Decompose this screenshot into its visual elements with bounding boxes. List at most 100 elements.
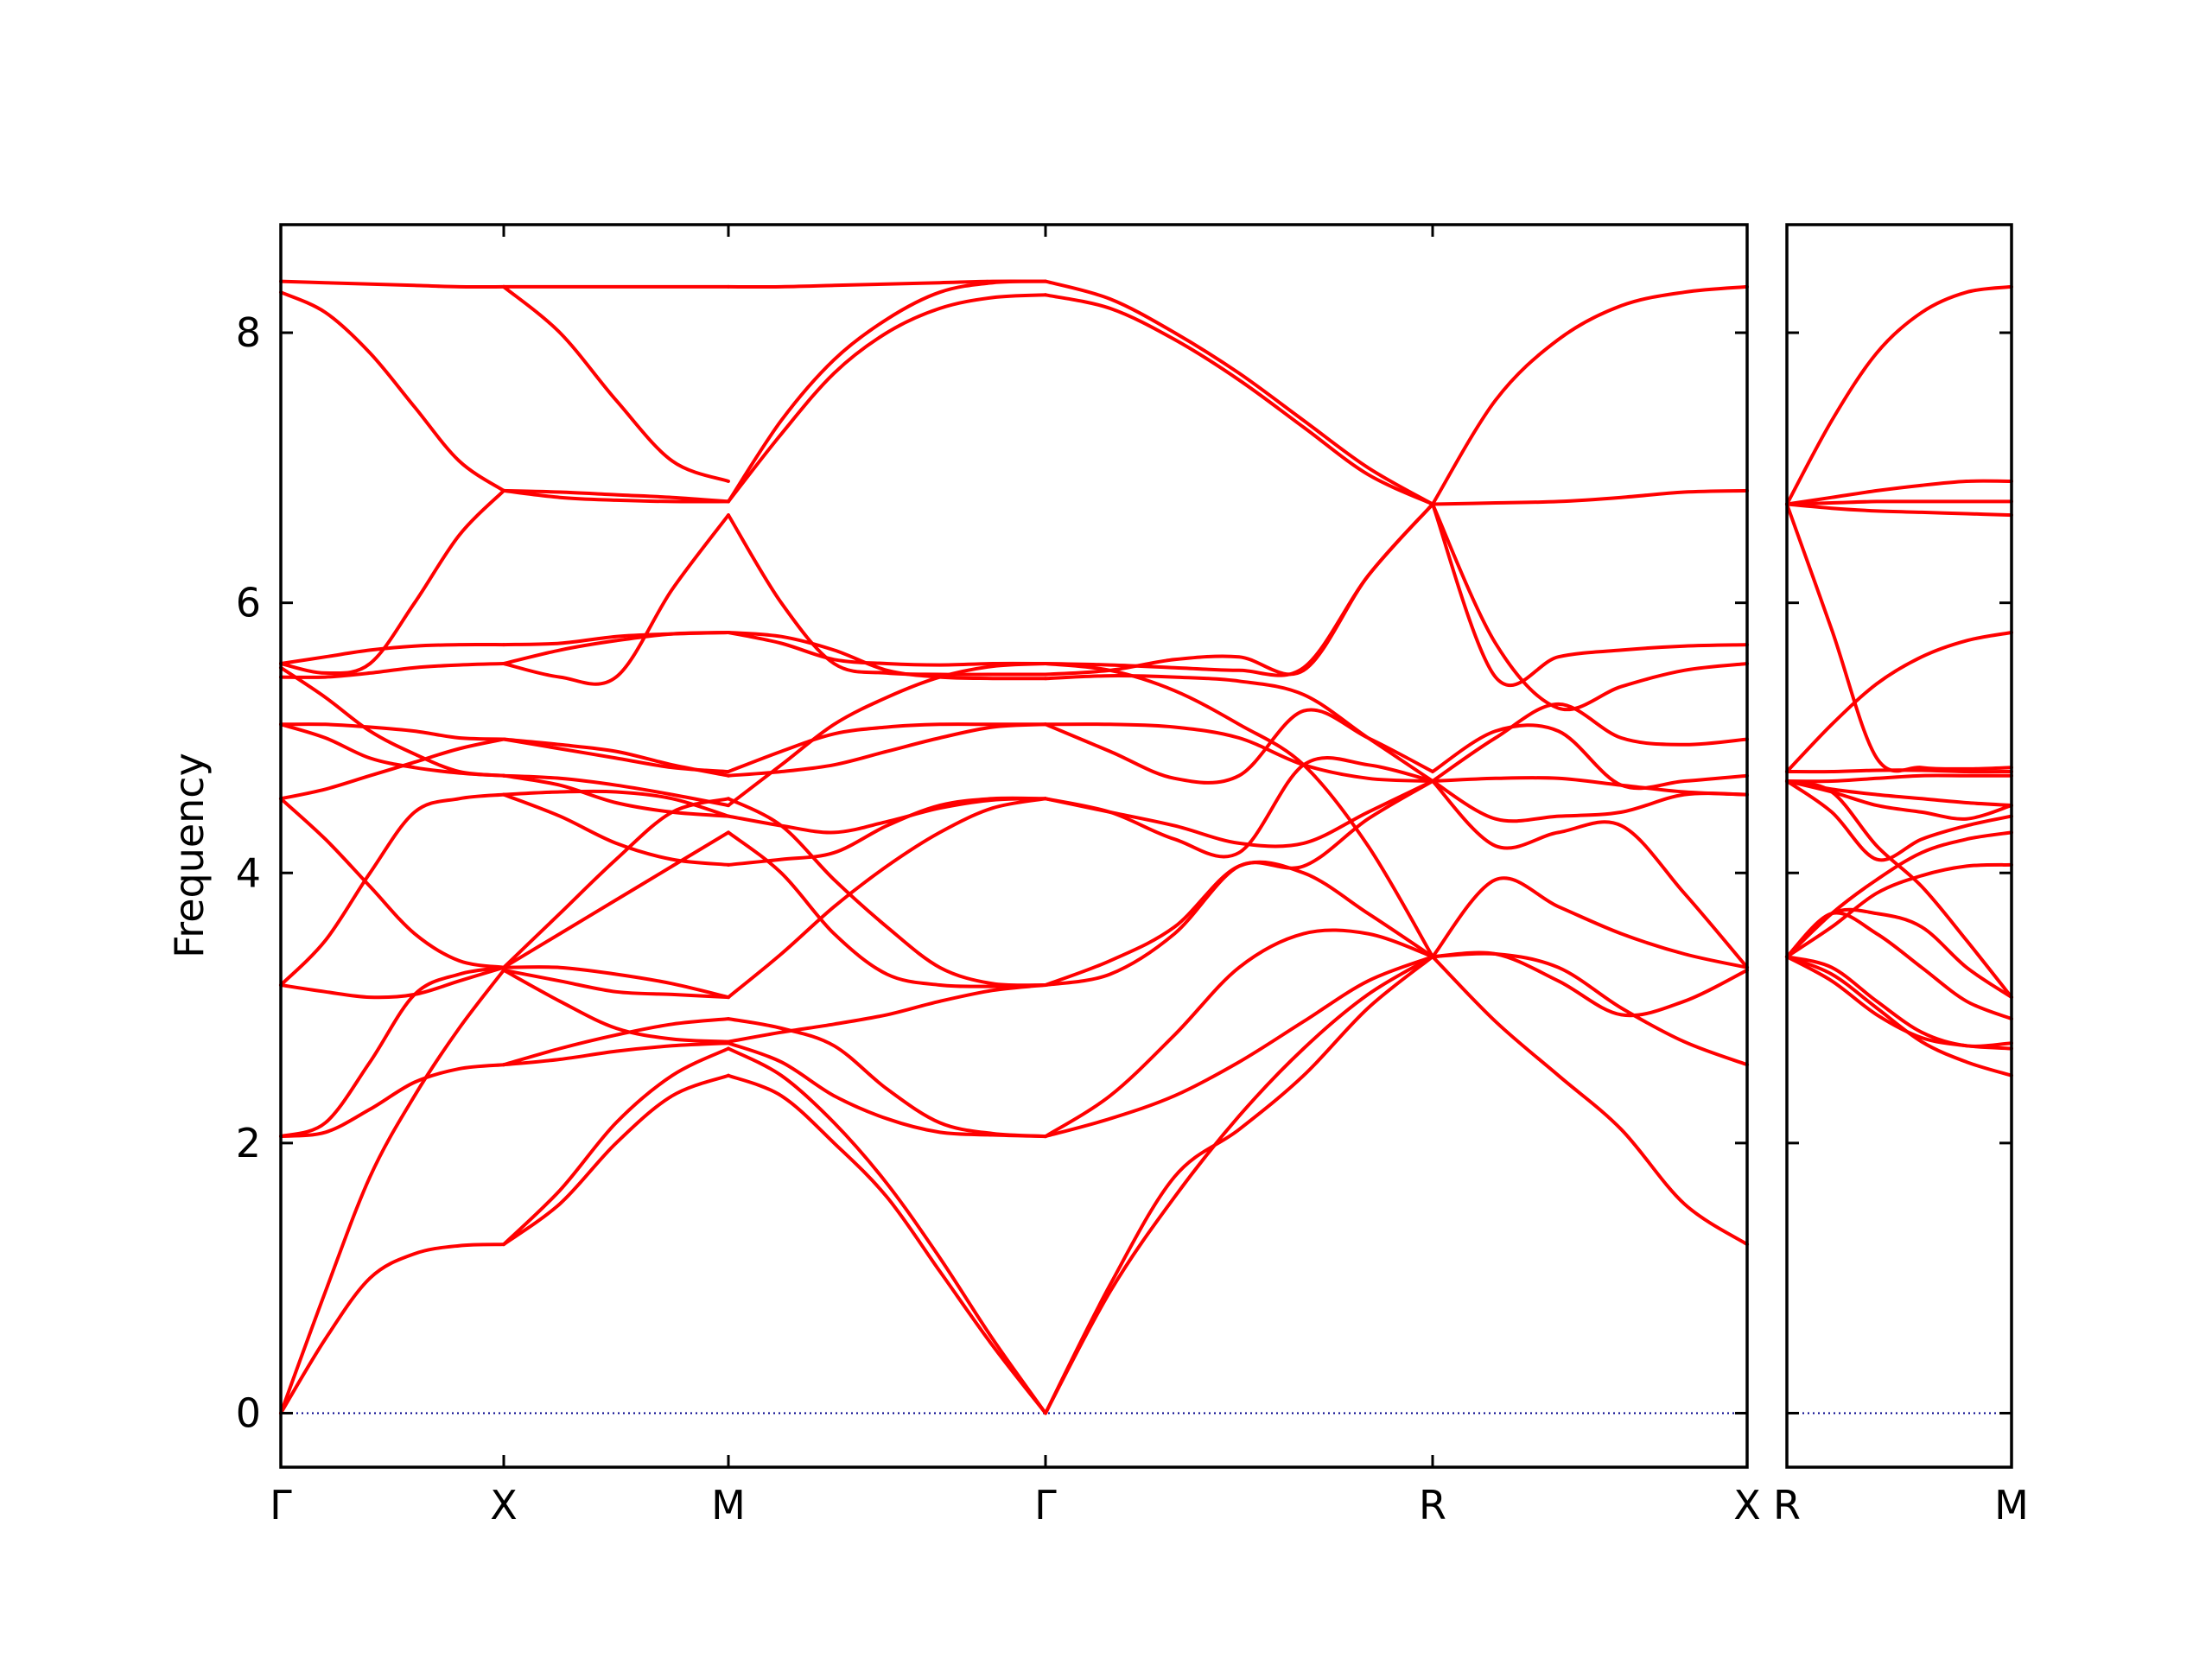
band-line-p1-s2-b4 [502,1017,730,1067]
band-line-p2-s1-b7 [1785,830,2013,959]
x-tick-label: X [1733,1482,1761,1529]
band-line-p1-s5-b8 [1431,723,1749,791]
band-line-p1-s2-b20 [502,488,730,504]
x-tick-label: X [490,1482,518,1529]
band-line-p1-s2-b7 [502,965,730,1000]
band-line-p2-s1-b1 [1785,955,2013,1077]
band-line-p1-s1-b3 [279,1063,505,1139]
band-line-p1-s3-b18 [727,293,1047,504]
band-line-p1-s3-b17 [727,279,1047,504]
band-line-p1-s2-b17 [502,631,730,647]
band-line-p1-s1-b5 [279,965,505,1000]
band-line-p1-s2-b11 [502,792,730,867]
band-line-p1-s4-b3 [1044,955,1434,1139]
band-line-p1-s5-b12 [1431,488,1749,506]
band-line-p1-s3-b1 [727,1073,1047,1415]
band-line-p1-s3-b16 [727,513,1047,677]
band-line-p1-s2-b2 [502,1046,730,1247]
band-line-p1-s3-b14 [727,631,1047,681]
band-line-p1-s3-b2 [727,1046,1047,1415]
x-tick-label: Γ [1034,1482,1057,1529]
band-line-p1-s5-b11 [1431,502,1749,687]
band-line-p2-s1-b16 [1785,502,2013,518]
band-line-p1-s3-b12 [727,722,1047,778]
band-line-p2-s1-b15 [1785,502,2013,773]
band-line-p1-s2-b18 [502,513,730,686]
band-line-p2-s1-b18 [1785,479,2013,506]
band-line-p1-s1-b4 [279,965,505,1139]
band-line-p1-s2-b15 [502,737,730,773]
band-line-p1-s1-b11 [279,662,505,679]
band-line-p1-s1-b6 [279,792,505,987]
band-line-p2-s1-b14 [1785,631,2013,773]
band-line-p1-s3-b13 [727,722,1047,773]
band-line-p1-s5-b9 [1431,702,1749,783]
band-line-p1-s2-b9 [502,797,730,969]
band-line-p1-s5-b1 [1431,955,1749,1247]
band-line-p1-s5-b5 [1431,779,1749,969]
band-line-p1-s1-b13 [279,642,505,665]
band-line-p1-s4-b4 [1044,928,1434,1139]
band-line-p1-s3-b7 [727,830,1047,988]
band-line-p1-s4-b14 [1044,502,1434,677]
band-line-p2-s1-b6 [1785,862,2013,959]
x-tick-label: M [711,1482,746,1529]
band-line-p1-s4-b15 [1044,279,1434,506]
band-line-p1-s3-b10 [727,797,1047,835]
band-line-p2-s1-b19 [1785,284,2013,506]
band-line-p1-s3-b15 [727,631,1047,667]
band-line-p1-s2-b3 [502,1041,730,1067]
panel-frame [279,223,1749,1469]
band-line-p1-s4-b6 [1044,779,1434,987]
band-line-p1-s2-b10 [502,789,730,818]
band-line-p1-s4-b10 [1044,722,1434,783]
x-tick-label: R [1419,1482,1446,1529]
band-line-p1-s2-b6 [502,968,730,1000]
band-line-p1-s4-b11 [1044,674,1434,783]
band-line-p1-s1-b7 [279,797,505,969]
band-line-p1-s3-b19 [727,279,1047,289]
y-tick-label: 4 [236,849,261,896]
band-line-p1-s1-b1 [279,1243,505,1415]
band-line-p1-s2-b12 [502,773,730,818]
band-line-p1-s1-b12 [279,665,505,778]
band-line-p1-s1-b2 [279,968,505,1415]
band-line-p2-s1-b9 [1785,779,2013,862]
x-tick-label: R [1773,1482,1801,1529]
band-line-p2-s1-b12 [1785,773,2013,784]
band-line-p1-s2-b1 [502,1073,730,1247]
band-line-p1-s2-b19 [502,488,730,504]
band-line-p2-s1-b3 [1785,955,2013,1048]
band-line-p2-s1-b10 [1785,779,2013,821]
band-line-p1-s5-b4 [1431,876,1749,969]
band-line-p2-s1-b4 [1785,911,2013,1021]
band-line-p1-s5-b2 [1431,951,1749,1067]
band-line-p1-s4-b16 [1044,293,1434,506]
band-line-p1-s4-b1 [1044,955,1434,1415]
x-tick-label: Γ [270,1482,292,1529]
band-line-p1-s2-b5 [502,968,730,1044]
y-axis-label: Frequency [166,753,213,958]
band-line-p1-s1-b16 [279,279,505,289]
band-line-p2-s1-b11 [1785,779,2013,808]
y-tick-label: 2 [236,1120,261,1166]
band-line-p1-s5-b7 [1431,776,1749,797]
band-line-p1-s5-b6 [1431,779,1749,823]
y-tick-label: 6 [236,580,261,626]
band-line-p1-s1-b8 [279,737,505,801]
band-line-p1-s5-b13 [1431,284,1749,506]
x-tick-label: M [1994,1482,2029,1529]
band-line-p1-s4-b13 [1044,502,1434,677]
band-line-p1-s3-b6 [727,797,1047,1000]
band-line-p1-s4-b2 [1044,955,1434,1415]
y-axis-ticks: 0 2 4 6 8 [236,309,261,1436]
band-line-p1-s1-b14 [279,488,505,676]
band-line-p1-s1-b9 [279,722,505,741]
band-line-p1-s5-b3 [1431,950,1749,1018]
band-line-p1-s2-b21 [502,284,730,483]
y-tick-label: 0 [236,1389,261,1436]
